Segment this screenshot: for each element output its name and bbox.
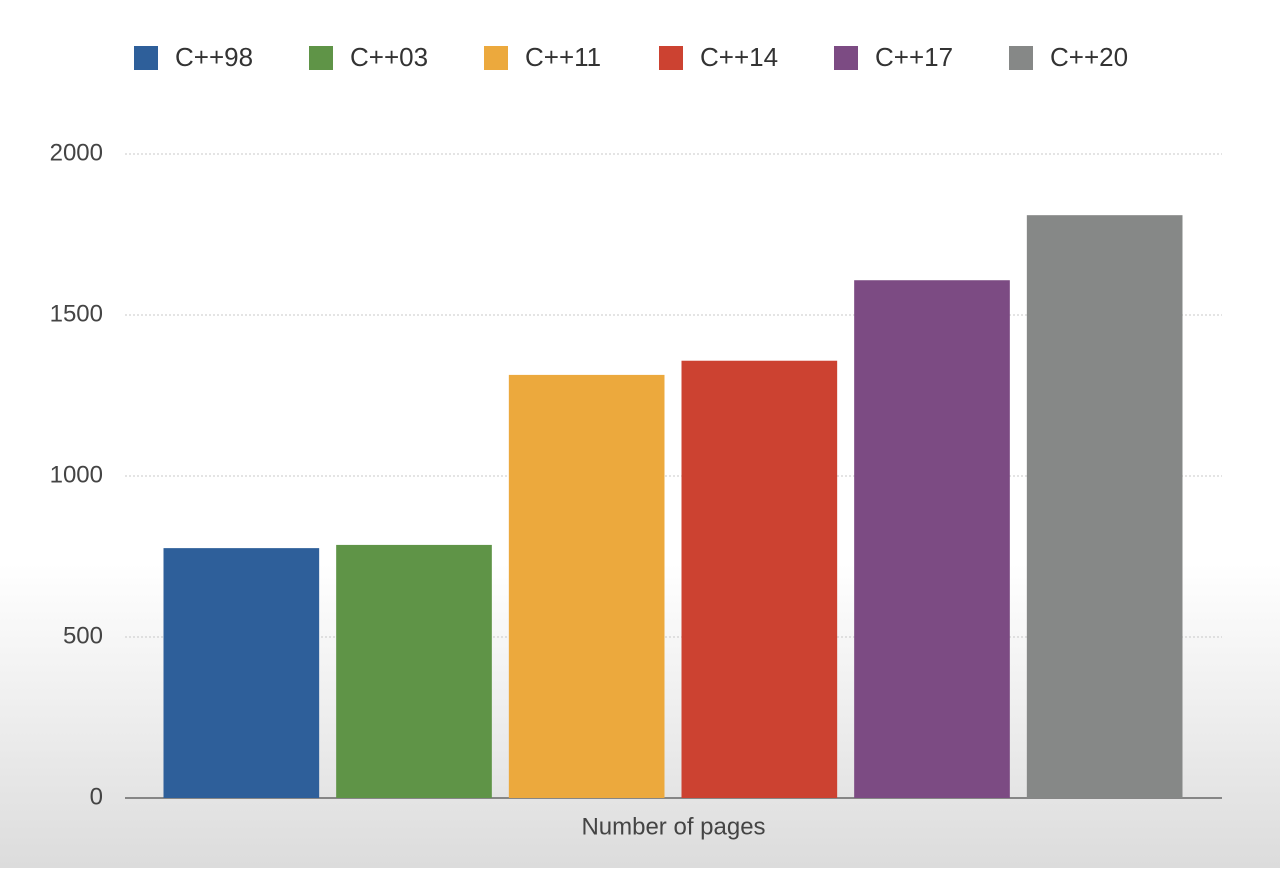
y-tick-label: 0 (90, 783, 103, 810)
legend-swatch (134, 46, 158, 70)
legend-label: C++11 (525, 42, 601, 72)
y-tick-label: 500 (63, 622, 103, 649)
y-tick-label: 1000 (50, 461, 103, 488)
legend-swatch (659, 46, 683, 70)
legend-label: C++20 (1050, 42, 1128, 72)
legend-label: C++14 (700, 42, 778, 72)
bar (681, 360, 838, 798)
y-tick-label: 1500 (50, 300, 103, 327)
bar (1026, 215, 1183, 798)
legend-label: C++17 (875, 42, 953, 72)
bar (336, 544, 492, 798)
legend-label: C++03 (350, 42, 428, 72)
bar (163, 548, 320, 798)
legend-swatch (484, 46, 508, 70)
legend-label: C++98 (175, 42, 253, 72)
legend-swatch (1009, 46, 1033, 70)
bar (508, 374, 665, 798)
legend-swatch (834, 46, 858, 70)
x-tick-label: Number of pages (581, 813, 765, 840)
bar (854, 280, 1010, 798)
legend-swatch (309, 46, 333, 70)
y-tick-label: 2000 (50, 139, 103, 166)
